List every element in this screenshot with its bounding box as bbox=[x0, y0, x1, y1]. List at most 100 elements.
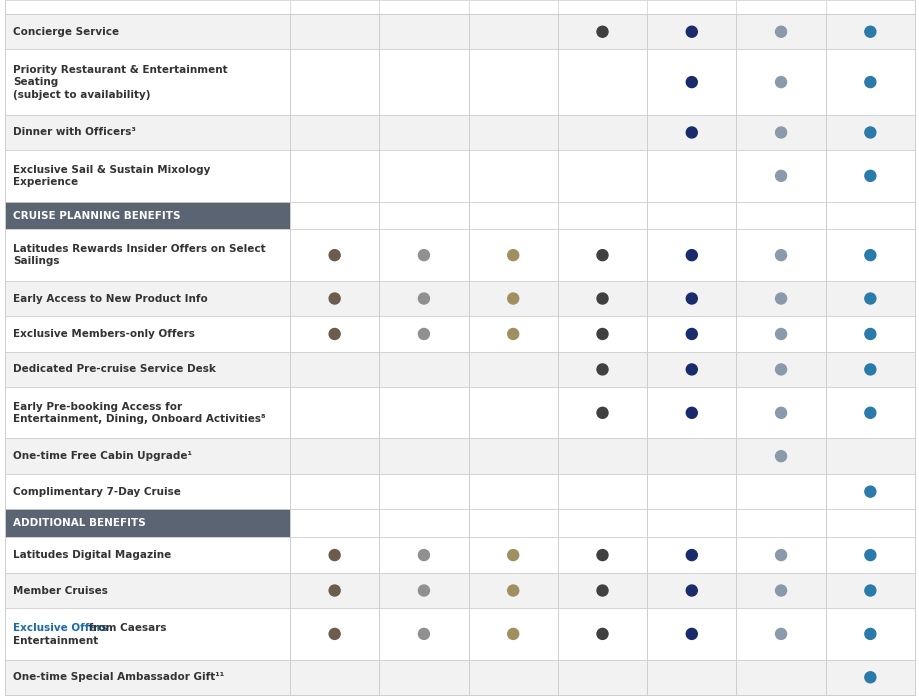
Circle shape bbox=[686, 127, 697, 138]
Circle shape bbox=[864, 293, 875, 304]
Bar bbox=[646, 115, 735, 150]
Bar bbox=[468, 387, 557, 438]
Bar bbox=[646, 387, 735, 438]
Circle shape bbox=[507, 550, 518, 561]
Bar bbox=[825, 659, 914, 695]
Bar bbox=[735, 316, 825, 351]
Text: Complimentary 7-Day Cruise: Complimentary 7-Day Cruise bbox=[13, 486, 181, 496]
Bar bbox=[735, 281, 825, 316]
Bar bbox=[825, 150, 914, 202]
Bar bbox=[735, 659, 825, 695]
Bar bbox=[379, 281, 468, 316]
Circle shape bbox=[596, 250, 607, 260]
Bar bbox=[468, 438, 557, 474]
Bar bbox=[557, 150, 646, 202]
Circle shape bbox=[864, 585, 875, 596]
Bar bbox=[646, 202, 735, 230]
Text: Exclusive Sail & Sustain Mixology
Experience: Exclusive Sail & Sustain Mixology Experi… bbox=[13, 164, 210, 187]
Bar bbox=[735, 50, 825, 115]
Bar bbox=[557, 510, 646, 538]
Circle shape bbox=[864, 407, 875, 419]
Bar bbox=[557, 474, 646, 510]
Bar bbox=[289, 387, 379, 438]
Bar bbox=[289, 115, 379, 150]
Bar bbox=[735, 202, 825, 230]
Bar bbox=[735, 510, 825, 538]
Bar bbox=[735, 608, 825, 659]
Bar bbox=[379, 50, 468, 115]
Bar bbox=[825, 230, 914, 281]
Bar bbox=[825, 608, 914, 659]
Circle shape bbox=[418, 550, 429, 561]
Bar bbox=[379, 230, 468, 281]
Text: Early Pre-booking Access for
Entertainment, Dining, Onboard Activities⁸: Early Pre-booking Access for Entertainme… bbox=[13, 402, 266, 424]
Bar bbox=[289, 50, 379, 115]
Bar bbox=[5, 573, 289, 608]
Bar bbox=[5, 387, 289, 438]
Circle shape bbox=[418, 629, 429, 639]
Circle shape bbox=[596, 364, 607, 375]
Bar bbox=[379, 608, 468, 659]
Text: Exclusive Members-only Offers: Exclusive Members-only Offers bbox=[13, 329, 195, 339]
Bar bbox=[557, 351, 646, 387]
Circle shape bbox=[864, 170, 875, 181]
Bar bbox=[735, 351, 825, 387]
Bar bbox=[557, 316, 646, 351]
Circle shape bbox=[864, 127, 875, 138]
Bar bbox=[825, 316, 914, 351]
Bar bbox=[825, 387, 914, 438]
Bar bbox=[735, 438, 825, 474]
Bar bbox=[5, 115, 289, 150]
Bar bbox=[468, 316, 557, 351]
Bar bbox=[825, 14, 914, 50]
Bar bbox=[5, 538, 289, 573]
Bar bbox=[289, 351, 379, 387]
Text: Dedicated Pre-cruise Service Desk: Dedicated Pre-cruise Service Desk bbox=[13, 365, 216, 374]
Bar bbox=[825, 50, 914, 115]
Bar bbox=[289, 474, 379, 510]
Circle shape bbox=[596, 407, 607, 419]
Bar bbox=[468, 538, 557, 573]
Bar bbox=[646, 538, 735, 573]
Circle shape bbox=[775, 407, 786, 419]
Bar bbox=[289, 202, 379, 230]
Bar bbox=[646, 14, 735, 50]
Circle shape bbox=[686, 250, 697, 260]
Bar bbox=[5, 50, 289, 115]
Bar bbox=[468, 608, 557, 659]
Bar bbox=[379, 316, 468, 351]
Circle shape bbox=[775, 250, 786, 260]
Bar bbox=[557, 608, 646, 659]
Bar bbox=[557, 50, 646, 115]
Bar bbox=[289, 150, 379, 202]
Bar bbox=[557, 438, 646, 474]
Circle shape bbox=[686, 364, 697, 375]
Circle shape bbox=[775, 585, 786, 596]
Bar bbox=[468, 573, 557, 608]
Bar bbox=[5, 659, 289, 695]
Bar bbox=[379, 659, 468, 695]
Bar bbox=[468, 474, 557, 510]
Bar bbox=[379, 573, 468, 608]
Bar bbox=[735, 150, 825, 202]
Circle shape bbox=[775, 550, 786, 561]
Bar bbox=[379, 150, 468, 202]
Bar bbox=[5, 510, 289, 538]
Circle shape bbox=[686, 76, 697, 88]
Text: Priority Restaurant & Entertainment
Seating
(subject to availability): Priority Restaurant & Entertainment Seat… bbox=[13, 64, 227, 99]
Bar bbox=[735, 387, 825, 438]
Circle shape bbox=[775, 328, 786, 339]
Circle shape bbox=[686, 550, 697, 561]
Bar bbox=[646, 474, 735, 510]
Circle shape bbox=[864, 250, 875, 260]
Circle shape bbox=[775, 293, 786, 304]
Bar bbox=[735, 573, 825, 608]
Bar bbox=[5, 438, 289, 474]
Circle shape bbox=[686, 328, 697, 339]
Bar bbox=[557, 281, 646, 316]
Bar bbox=[825, 438, 914, 474]
Circle shape bbox=[329, 629, 340, 639]
Circle shape bbox=[418, 293, 429, 304]
Bar bbox=[468, 50, 557, 115]
Circle shape bbox=[507, 250, 518, 260]
